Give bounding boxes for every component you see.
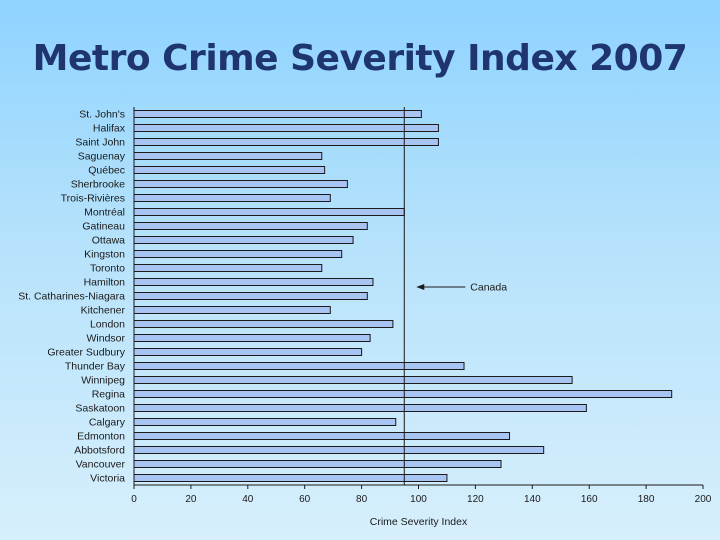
category-label: Hamilton (84, 277, 126, 289)
category-label: St. John's (79, 109, 125, 121)
bar (133, 278, 374, 286)
category-label: Edmonton (77, 431, 125, 443)
category-label: Saguenay (78, 151, 126, 163)
x-tick-label: 140 (524, 494, 541, 505)
category-label: Trois-Rivières (61, 193, 125, 205)
x-tick-label: 0 (131, 494, 137, 505)
bar (133, 180, 348, 188)
category-label: London (90, 319, 125, 331)
bar (133, 334, 371, 342)
bar (133, 124, 439, 132)
x-tick-label: 20 (185, 494, 197, 505)
x-tick-label: 40 (242, 494, 254, 505)
bar (133, 292, 368, 300)
bar (133, 250, 343, 258)
x-axis: 0 20 40 60 80 100 120 140 160 180 200 (131, 485, 712, 505)
x-axis-title: Crime Severity Index (370, 516, 468, 528)
bar (133, 306, 331, 314)
category-label: Saskatoon (75, 403, 125, 415)
x-tick-label: 60 (299, 494, 311, 505)
bar (133, 432, 511, 440)
bar (133, 376, 573, 384)
category-label: Windsor (86, 333, 125, 345)
bar (133, 264, 323, 272)
bar (133, 348, 363, 356)
bar (133, 222, 368, 230)
category-label: Winnipeg (81, 375, 125, 387)
bar (133, 110, 422, 118)
category-label: Kingston (84, 249, 125, 261)
bar (133, 166, 326, 174)
category-label: Halifax (93, 123, 126, 135)
reference-arrowhead (416, 284, 425, 290)
bar (133, 236, 354, 244)
bar (133, 208, 405, 216)
category-label: Québec (88, 165, 125, 177)
bar (133, 446, 545, 454)
category-label: Abbotsford (74, 445, 125, 457)
x-tick-label: 180 (638, 494, 655, 505)
x-tick-label: 160 (581, 494, 598, 505)
category-label: Gatineau (82, 221, 125, 233)
reference-line-group: Canada (403, 107, 507, 485)
category-label: St. Catharines-Niagara (18, 291, 125, 303)
bar (133, 194, 331, 202)
slide-title: Metro Crime Severity Index 2007 (32, 38, 688, 79)
category-label: Greater Sudbury (47, 347, 125, 359)
bar (133, 390, 673, 398)
category-label: Calgary (89, 417, 126, 429)
category-label: Vancouver (76, 459, 126, 471)
bar (133, 320, 394, 328)
category-label: Montréal (84, 207, 125, 219)
x-tick-label: 200 (695, 494, 712, 505)
category-label: Regina (92, 389, 125, 401)
x-tick-label: 120 (467, 494, 484, 505)
category-label: Sherbrooke (71, 179, 125, 191)
category-label: Toronto (90, 263, 125, 275)
category-label: Thunder Bay (65, 361, 126, 373)
category-labels: St. John's Halifax Saint John Saguenay Québe… (18, 109, 126, 485)
category-label: Saint John (75, 137, 125, 149)
category-label: Victoria (90, 473, 125, 485)
bar (133, 404, 587, 412)
bar (133, 418, 397, 426)
bar (133, 138, 439, 146)
bar (133, 460, 502, 468)
category-label: Kitchener (81, 305, 126, 317)
bar (133, 474, 448, 482)
x-tick-label: 100 (410, 494, 427, 505)
bar (133, 152, 323, 160)
category-label: Ottawa (92, 235, 125, 247)
bar (133, 362, 465, 370)
x-tick-label: 80 (356, 494, 368, 505)
reference-line-label: Canada (470, 282, 507, 294)
bars-group (133, 110, 673, 482)
